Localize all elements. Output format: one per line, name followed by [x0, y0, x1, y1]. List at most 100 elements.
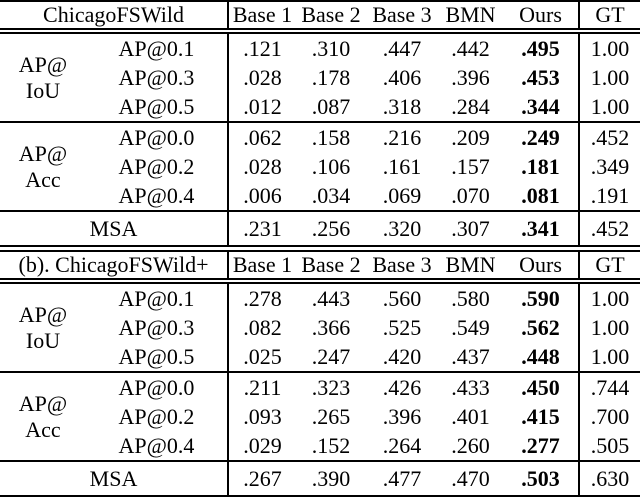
value-cell-ours: .450 [521, 374, 560, 400]
value-cell-gt: 1.00 [578, 342, 640, 373]
value-cell: .034 [296, 181, 366, 212]
metric-label: AP@0.0 [118, 374, 195, 400]
group-label-line: AP@ [18, 391, 68, 417]
value-cell-ours: .415 [521, 403, 560, 429]
results-table-chicagofswild: ChicagoFSWild Base 1 Base 2 Base 3 BMN O… [0, 0, 640, 247]
value-cell-gt: 1.00 [578, 31, 640, 63]
group-label-line: AP@ [18, 52, 68, 78]
value-cell: .426 [382, 374, 422, 400]
value-cell: .247 [296, 342, 366, 373]
group-label-line: AP@ [18, 141, 68, 167]
value-cell: .477 [366, 460, 438, 496]
value-cell-gt: .452 [578, 210, 640, 246]
summary-row: MSA .267 .390 .477 .470 .503 .630 [0, 460, 640, 496]
value-cell-gt: 1.00 [578, 92, 640, 123]
results-table-chicagofswild-plus: (b). ChicagoFSWild+ Base 1 Base 2 Base 3… [0, 250, 640, 497]
value-cell: .320 [366, 210, 438, 246]
table-row: AP@ Acc AP@0.0 .062 .158 .216 .209 .249 … [0, 122, 640, 212]
group-label-line: Acc [25, 416, 61, 442]
metric-label: AP@0.3 [118, 314, 195, 340]
value-cell: .106 [311, 153, 351, 179]
value-cell: .178 [311, 64, 351, 90]
table-row: AP@ Acc AP@0.0 .211 .323 .426 .433 .450 … [0, 372, 640, 462]
value-cell: .580 [451, 285, 490, 311]
value-cell: .093 [227, 402, 296, 431]
table-row: AP@0.4 .029 .152 .264 .260 .277 .505 [0, 431, 640, 462]
value-cell: .307 [438, 210, 503, 246]
row-group-label-ap-iou: AP@ IoU [0, 281, 86, 373]
value-cell: .525 [382, 314, 422, 340]
header-row: ChicagoFSWild Base 1 Base 2 Base 3 BMN O… [0, 1, 640, 34]
metric-label: AP@0.4 [86, 181, 228, 212]
col-header-ours: Ours [503, 251, 579, 284]
value-cell-gt: 1.00 [578, 313, 640, 342]
table-title: ChicagoFSWild [0, 1, 228, 34]
value-cell-ours: .503 [503, 460, 579, 496]
value-cell: .121 [227, 31, 296, 63]
value-cell-ours: .181 [521, 153, 560, 179]
value-cell: .442 [451, 35, 490, 61]
value-cell: .366 [311, 314, 351, 340]
value-cell: .278 [227, 281, 296, 313]
value-cell: .284 [438, 92, 503, 123]
table-row: AP@0.5 .012 .087 .318 .284 .344 1.00 [0, 92, 640, 123]
row-group-label-ap-iou: AP@ IoU [0, 31, 86, 123]
value-cell: .216 [382, 124, 422, 150]
col-header-gt: GT [578, 1, 640, 34]
value-cell: .231 [227, 210, 296, 246]
value-cell-ours: .081 [503, 181, 579, 212]
col-header-base1: Base 1 [227, 1, 296, 34]
value-cell: .447 [382, 35, 422, 61]
metric-label: AP@0.5 [86, 342, 228, 373]
value-cell-gt: .349 [578, 152, 640, 181]
col-header-base1: Base 1 [227, 251, 296, 284]
col-header-base3: Base 3 [366, 1, 438, 34]
value-cell-gt: .191 [578, 181, 640, 212]
value-cell-ours: .495 [521, 35, 560, 61]
value-cell: .310 [311, 35, 351, 61]
value-cell: .267 [227, 460, 296, 496]
summary-label: MSA [0, 210, 228, 246]
col-header-gt: GT [578, 251, 640, 284]
value-cell-gt: .630 [578, 460, 640, 496]
value-cell: .265 [311, 403, 351, 429]
value-cell: .070 [438, 181, 503, 212]
metric-label: AP@0.1 [118, 35, 195, 61]
col-header-base2: Base 2 [296, 1, 366, 34]
table-row: AP@ IoU AP@0.1 .121 .310 .447 .442 .495 … [0, 31, 640, 123]
header-row: (b). ChicagoFSWild+ Base 1 Base 2 Base 3… [0, 251, 640, 284]
row-group-label-ap-acc: AP@ Acc [0, 372, 86, 462]
col-header-bmn: BMN [438, 251, 503, 284]
value-cell: .390 [296, 460, 366, 496]
value-cell: .323 [311, 374, 351, 400]
value-cell-ours: .590 [521, 285, 560, 311]
value-cell-ours: .344 [503, 92, 579, 123]
value-cell: .433 [451, 374, 490, 400]
value-cell-gt: .505 [578, 431, 640, 462]
value-cell-ours: .453 [521, 64, 560, 90]
col-header-ours: Ours [503, 1, 579, 34]
metric-label: AP@0.1 [118, 285, 195, 311]
col-header-bmn: BMN [438, 1, 503, 34]
table-row: AP@0.4 .006 .034 .069 .070 .081 .191 [0, 181, 640, 212]
value-cell: .560 [382, 285, 422, 311]
value-cell: .152 [296, 431, 366, 462]
value-cell-ours: .249 [521, 124, 560, 150]
metric-label: AP@0.2 [118, 153, 195, 179]
table-row: AP@0.2 .028 .106 .161 .157 .181 .349 [0, 152, 640, 181]
value-cell: .012 [227, 92, 296, 123]
value-cell: .029 [227, 431, 296, 462]
metric-label: AP@0.5 [86, 92, 228, 123]
value-cell: .087 [296, 92, 366, 123]
table-row: AP@0.3 .028 .178 .406 .396 .453 1.00 [0, 63, 640, 92]
value-cell: .157 [451, 153, 490, 179]
table-row: AP@0.2 .093 .265 .396 .401 .415 .700 [0, 402, 640, 431]
value-cell: .264 [366, 431, 438, 462]
value-cell: .209 [451, 124, 490, 150]
value-cell: .470 [438, 460, 503, 496]
value-cell: .158 [311, 124, 351, 150]
value-cell: .028 [227, 152, 296, 181]
value-cell: .260 [438, 431, 503, 462]
table-row: AP@0.3 .082 .366 .525 .549 .562 1.00 [0, 313, 640, 342]
summary-label: MSA [0, 460, 228, 496]
